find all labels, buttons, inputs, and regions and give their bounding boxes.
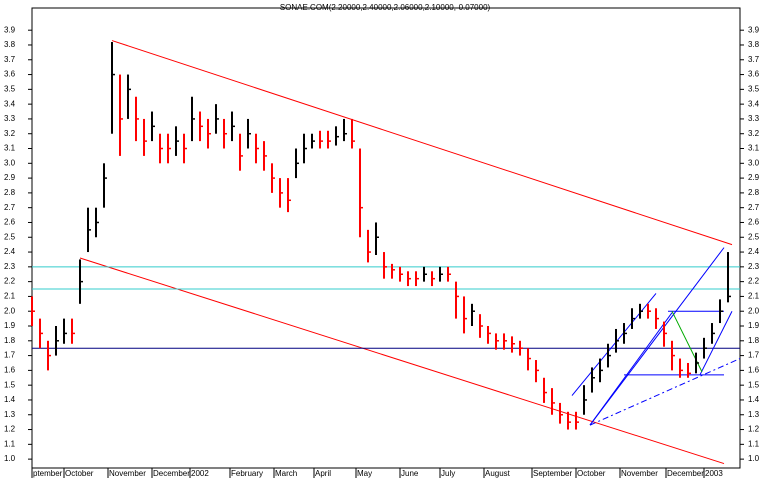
y-tick-label: 1.7 (4, 351, 16, 360)
y-tick-label: 1.2 (748, 425, 760, 434)
y-tick-label: 3.8 (4, 40, 16, 49)
x-tick-label: November (109, 469, 146, 478)
x-tick-label: March (275, 469, 297, 478)
y-tick-label: 1.2 (4, 425, 16, 434)
y-tick-label: 3.6 (748, 70, 760, 79)
x-tick-label: July (441, 469, 455, 478)
y-tick-label: 1.8 (748, 336, 760, 345)
y-tick-label: 1.6 (4, 365, 16, 374)
y-tick-label: 3.5 (748, 84, 760, 93)
x-tick-label: November (621, 469, 658, 478)
y-tick-label: 2.8 (4, 188, 16, 197)
x-tick-label: May (357, 469, 372, 478)
trend-line (589, 358, 741, 426)
y-tick-label: 3.2 (4, 129, 16, 138)
y-tick-label: 3.9 (4, 25, 16, 34)
y-tick-label: 3.7 (748, 55, 760, 64)
y-tick-label: 2.9 (748, 173, 760, 182)
y-tick-label: 1.7 (748, 351, 760, 360)
y-tick-label: 2.2 (4, 277, 16, 286)
y-tick-label: 2.6 (4, 218, 16, 227)
y-tick-label: 2.0 (748, 306, 760, 315)
y-tick-label: 2.8 (748, 188, 760, 197)
x-tick-label: December (153, 469, 190, 478)
x-tick-label: 2002 (191, 469, 209, 478)
x-tick-label: August (485, 469, 511, 478)
y-tick-label: 2.4 (4, 247, 16, 256)
y-tick-label: 3.5 (4, 84, 16, 93)
y-tick-label: 1.5 (4, 380, 16, 389)
y-tick-label: 1.0 (4, 454, 16, 463)
y-tick-label: 3.4 (4, 99, 16, 108)
trend-line (589, 247, 725, 426)
chart-title: SONAE.COM(2.20000,2.40000,2.06000,2.1000… (280, 3, 491, 12)
y-tick-label: 3.1 (4, 144, 16, 153)
trend-line (79, 257, 725, 465)
y-tick-label: 2.7 (4, 203, 16, 212)
x-tick-label: October (65, 469, 94, 478)
y-tick-label: 1.9 (4, 321, 16, 330)
y-tick-label: 2.5 (4, 232, 16, 241)
y-tick-label: 3.8 (748, 40, 760, 49)
y-tick-label: 2.6 (748, 218, 760, 227)
y-tick-label: 1.5 (748, 380, 760, 389)
y-tick-label: 1.4 (4, 395, 16, 404)
y-tick-label: 1.8 (4, 336, 16, 345)
y-tick-label: 3.7 (4, 55, 16, 64)
y-tick-label: 2.0 (4, 306, 16, 315)
y-tick-label: 3.0 (748, 158, 760, 167)
trend-line (699, 310, 733, 376)
trend-line (111, 40, 733, 246)
y-tick-label: 3.6 (4, 70, 16, 79)
y-tick-label: 1.9 (748, 321, 760, 330)
x-tick-label: 2003 (705, 469, 723, 478)
x-tick-label: February (231, 469, 263, 478)
x-tick-label: December (667, 469, 704, 478)
y-tick-label: 3.0 (4, 158, 16, 167)
trend-line (571, 293, 657, 396)
y-tick-label: 3.3 (748, 114, 760, 123)
y-tick-label: 1.4 (748, 395, 760, 404)
y-tick-label: 1.1 (4, 439, 16, 448)
y-tick-label: 3.9 (748, 25, 760, 34)
y-tick-label: 2.7 (748, 203, 760, 212)
y-tick-label: 1.1 (748, 439, 760, 448)
y-tick-label: 2.3 (4, 262, 16, 271)
y-tick-label: 1.0 (748, 454, 760, 463)
y-tick-label: 1.3 (4, 410, 16, 419)
y-tick-label: 3.1 (748, 144, 760, 153)
x-tick-label: June (401, 469, 419, 478)
y-tick-label: 1.3 (748, 410, 760, 419)
plot-frame (31, 7, 741, 469)
x-tick-label: September (533, 469, 572, 478)
y-tick-label: 2.5 (748, 232, 760, 241)
y-tick-label: 3.2 (748, 129, 760, 138)
y-tick-label: 2.2 (748, 277, 760, 286)
y-tick-label: 2.4 (748, 247, 760, 256)
y-tick-label: 2.3 (748, 262, 760, 271)
y-tick-label: 2.1 (4, 292, 16, 301)
x-tick-label: ptember (33, 469, 63, 478)
x-tick-label: April (315, 469, 331, 478)
y-tick-label: 2.9 (4, 173, 16, 182)
y-tick-label: 3.3 (4, 114, 16, 123)
y-tick-label: 1.6 (748, 365, 760, 374)
x-tick-label: October (577, 469, 606, 478)
y-tick-label: 2.1 (748, 292, 760, 301)
y-tick-label: 3.4 (748, 99, 760, 108)
